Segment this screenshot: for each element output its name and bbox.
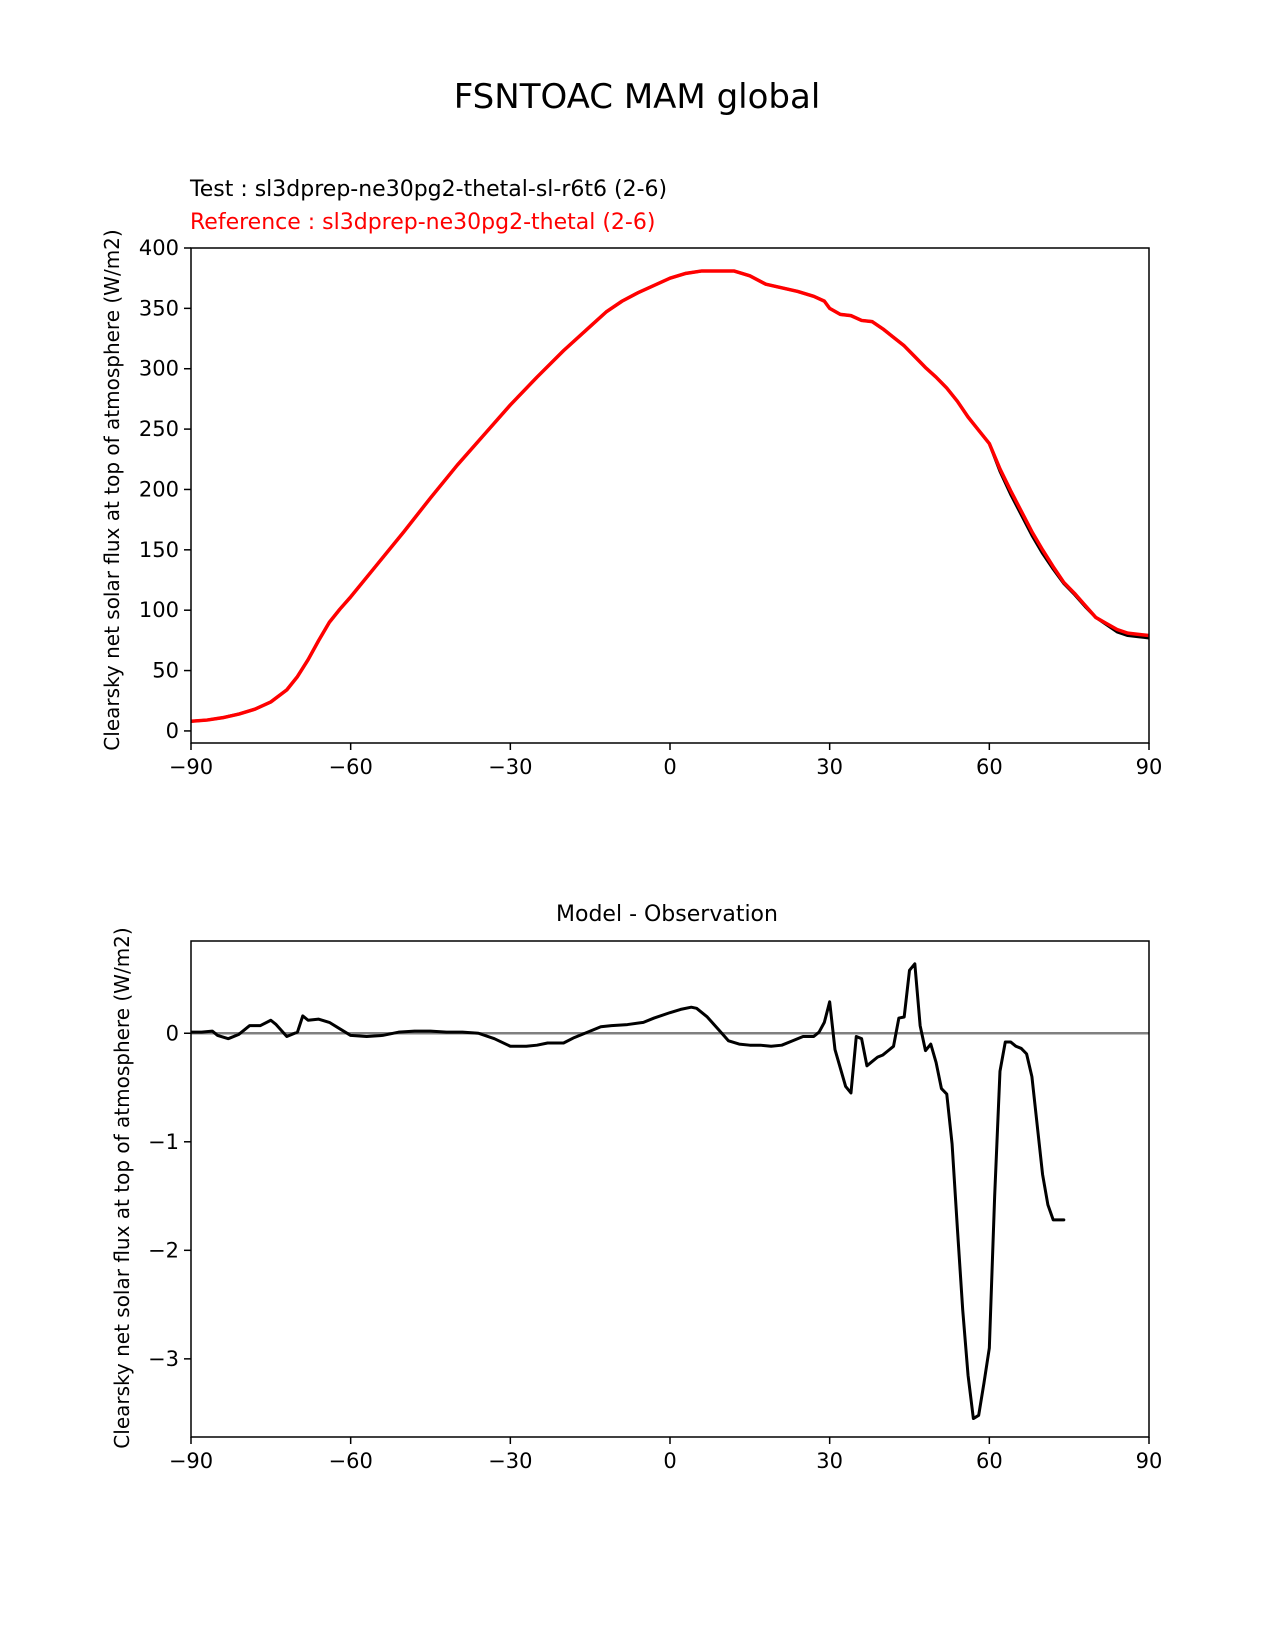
x-tick-label: −30 (488, 755, 532, 779)
y-tick-label: 250 (139, 417, 179, 441)
top-y-axis-label: Clearsky net solar flux at top of atmosp… (100, 229, 124, 750)
x-tick-label: −60 (329, 1449, 373, 1473)
y-tick-label: 0 (166, 719, 179, 743)
y-tick-label: 150 (139, 538, 179, 562)
y-tick-label: 100 (139, 598, 179, 622)
x-tick-label: 60 (976, 1449, 1003, 1473)
x-tick-label: −90 (169, 755, 213, 779)
y-tick-label: 0 (166, 1021, 179, 1045)
y-tick-label: −1 (148, 1130, 179, 1154)
legend-test-label: Test : sl3dprep-ne30pg2-thetal-sl-r6t6 (… (189, 177, 667, 202)
x-tick-label: 60 (976, 755, 1003, 779)
bottom-panel-title: Model - Observation (556, 902, 778, 927)
series-line-reference (191, 269, 1149, 724)
x-tick-label: −60 (329, 755, 373, 779)
y-tick-label: 350 (139, 296, 179, 320)
axes-frame (190, 940, 1150, 1438)
x-tick-label: 0 (663, 755, 676, 779)
y-tick-label: 200 (139, 477, 179, 501)
top-panel: Test : sl3dprep-ne30pg2-thetal-sl-r6t6 (… (100, 177, 1162, 779)
x-tick-label: 90 (1136, 755, 1163, 779)
x-tick-label: 0 (663, 1449, 676, 1473)
bottom-axes: −90 −60 −30 0 30 60 90 0 −1 −2 −3 (148, 940, 1163, 1473)
x-tick-label: −90 (169, 1449, 213, 1473)
y-tick-label: −2 (148, 1238, 179, 1262)
x-tick-label: 30 (816, 755, 843, 779)
x-tick-label: −30 (488, 1449, 532, 1473)
series-line-difference (191, 962, 1066, 1421)
y-tick-label: 300 (139, 357, 179, 381)
y-tick-label: −3 (148, 1347, 179, 1371)
x-tick-label: 90 (1136, 1449, 1163, 1473)
top-axes: −90 −60 −30 0 30 60 90 0 50 100 150 200 250 300 350 400 (139, 236, 1162, 779)
y-tick-label: 400 (139, 236, 179, 260)
bottom-panel: Model - Observation Clearsky net solar f… (110, 902, 1162, 1473)
figure-title: FSNTOAC MAM global (454, 77, 821, 117)
y-tick-label: 50 (152, 659, 179, 683)
x-tick-label: 30 (816, 1449, 843, 1473)
legend-reference-label: Reference : sl3dprep-ne30pg2-thetal (2-6… (190, 210, 655, 235)
axes-frame (190, 247, 1150, 744)
bottom-y-axis-label: Clearsky net solar flux at top of atmosp… (110, 927, 134, 1448)
